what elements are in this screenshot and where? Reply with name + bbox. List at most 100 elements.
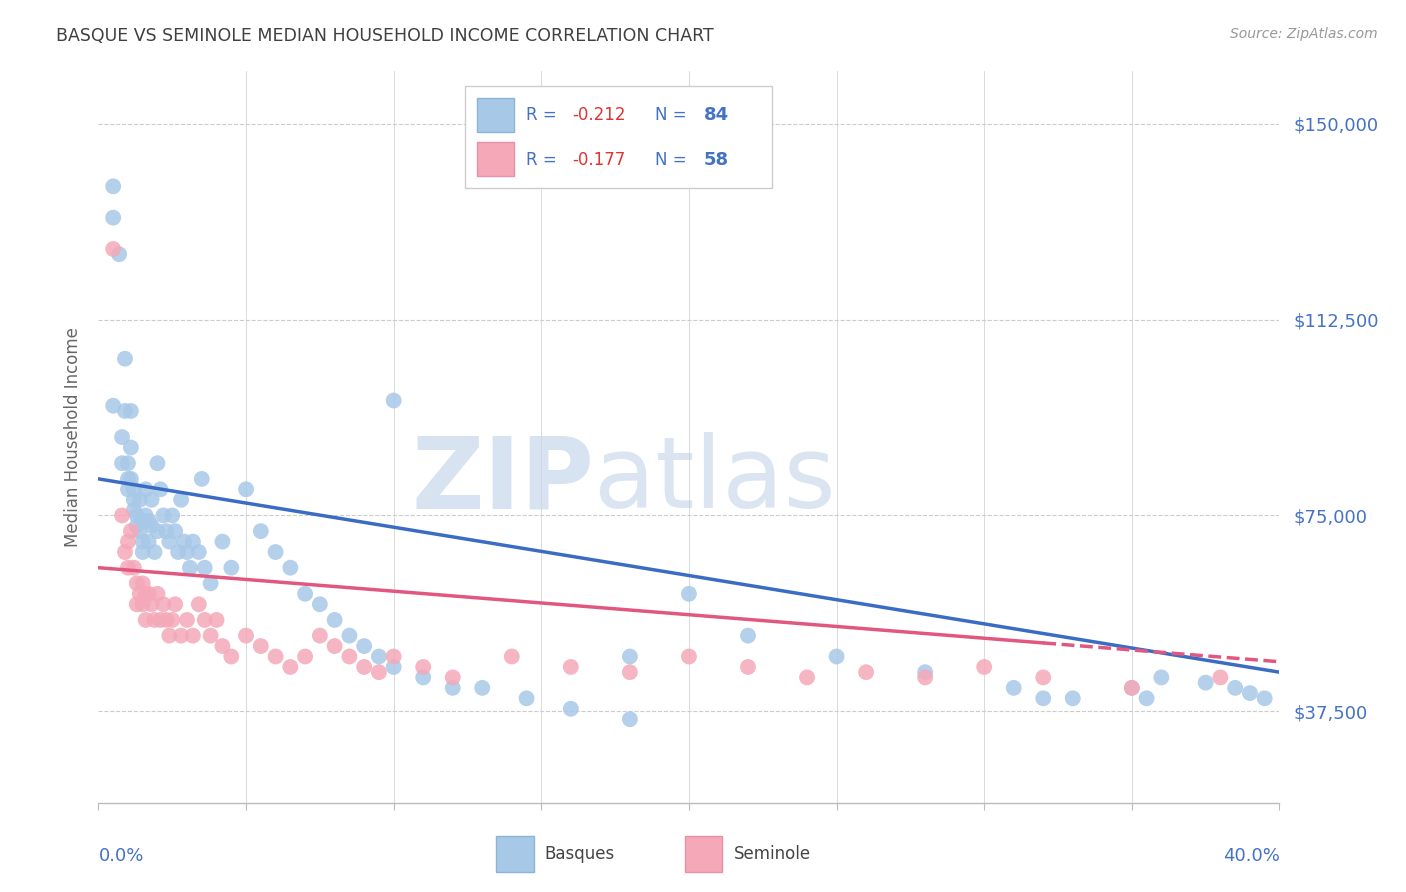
Point [914, 670, 936, 684]
Point [250, 639, 273, 653]
Point [973, 660, 995, 674]
Point [132, 597, 155, 611]
Point [194, 560, 217, 574]
Point [125, 576, 148, 591]
Point [200, 629, 222, 643]
Y-axis label: Median Household Income: Median Household Income [65, 327, 83, 547]
Point [412, 660, 434, 674]
Point [125, 519, 148, 533]
Point [114, 351, 136, 366]
Point [205, 613, 228, 627]
Point [135, 613, 157, 627]
Point [323, 639, 346, 653]
Point [441, 681, 464, 695]
Point [157, 534, 180, 549]
Point [678, 587, 700, 601]
Point [323, 613, 346, 627]
Text: BASQUE VS SEMINOLE MEDIAN HOUSEHOLD INCOME CORRELATION CHART: BASQUE VS SEMINOLE MEDIAN HOUSEHOLD INCO… [56, 27, 714, 45]
Point [128, 524, 150, 538]
Point [501, 649, 523, 664]
Point [235, 483, 257, 497]
Point [141, 597, 163, 611]
Point [619, 665, 641, 680]
Point [1209, 670, 1232, 684]
Point [146, 456, 169, 470]
Text: Source: ZipAtlas.com: Source: ZipAtlas.com [1230, 27, 1378, 41]
Point [187, 597, 209, 611]
Point [143, 545, 166, 559]
Point [128, 587, 150, 601]
Point [382, 649, 405, 664]
Point [368, 649, 391, 664]
Point [149, 613, 172, 627]
Point [120, 472, 142, 486]
Point [471, 681, 494, 695]
Point [162, 613, 183, 627]
Point [155, 524, 177, 538]
Point [103, 242, 125, 256]
Point [1195, 675, 1218, 690]
Point [221, 560, 243, 574]
Point [132, 514, 155, 528]
Point [309, 629, 332, 643]
Point [339, 629, 361, 643]
Point [1062, 691, 1084, 706]
Point [560, 702, 582, 716]
Point [120, 404, 142, 418]
Text: ZIP: ZIP [412, 433, 595, 530]
Point [560, 660, 582, 674]
Point [855, 665, 877, 680]
Point [120, 524, 142, 538]
Point [194, 613, 217, 627]
Point [146, 587, 169, 601]
Point [179, 560, 201, 574]
Point [114, 545, 136, 559]
Point [1239, 686, 1261, 700]
Point [1121, 681, 1143, 695]
Point [132, 545, 155, 559]
Text: 0.0%: 0.0% [98, 847, 143, 864]
Point [157, 629, 180, 643]
Point [176, 545, 198, 559]
Point [187, 545, 209, 559]
Point [250, 524, 273, 538]
Point [1225, 681, 1247, 695]
Point [117, 456, 139, 470]
Point [280, 660, 302, 674]
Point [1150, 670, 1173, 684]
Text: 40.0%: 40.0% [1223, 847, 1279, 864]
Point [165, 597, 187, 611]
Point [1032, 691, 1054, 706]
Point [294, 587, 316, 601]
Point [117, 472, 139, 486]
Point [382, 393, 405, 408]
Point [1002, 681, 1025, 695]
Point [135, 587, 157, 601]
Point [125, 508, 148, 523]
Point [125, 597, 148, 611]
Point [382, 660, 405, 674]
Point [135, 508, 157, 523]
Point [235, 629, 257, 643]
Point [149, 483, 172, 497]
Point [176, 613, 198, 627]
Point [368, 665, 391, 680]
Point [339, 649, 361, 664]
Point [132, 576, 155, 591]
Point [132, 534, 155, 549]
Point [103, 399, 125, 413]
Point [103, 179, 125, 194]
Point [173, 534, 195, 549]
Point [143, 613, 166, 627]
Text: atlas: atlas [595, 433, 837, 530]
Point [264, 545, 287, 559]
Point [353, 660, 375, 674]
Point [796, 670, 818, 684]
Point [122, 483, 145, 497]
Point [117, 560, 139, 574]
Point [1032, 670, 1054, 684]
Point [516, 691, 538, 706]
Point [122, 560, 145, 574]
Point [111, 430, 134, 444]
Point [737, 629, 759, 643]
